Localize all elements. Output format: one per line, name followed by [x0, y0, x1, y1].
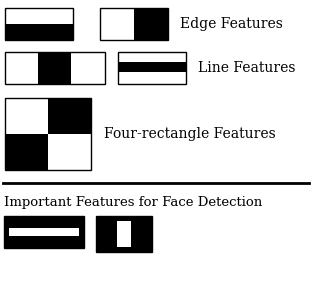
Bar: [48, 98, 91, 134]
Bar: [5, 52, 105, 84]
Text: Important Features for Face Detection: Important Features for Face Detection: [4, 196, 262, 209]
Text: Four-rectangle Features: Four-rectangle Features: [104, 127, 276, 141]
Text: Line Features: Line Features: [198, 61, 295, 75]
Bar: [5, 24, 73, 40]
Bar: [118, 52, 186, 84]
Text: Edge Features: Edge Features: [180, 17, 283, 31]
Bar: [4, 216, 84, 248]
Bar: [134, 8, 168, 40]
Bar: [5, 98, 91, 170]
Bar: [118, 62, 186, 72]
Bar: [38, 52, 71, 84]
Bar: [9, 228, 79, 236]
Bar: [117, 221, 131, 247]
Bar: [100, 8, 168, 40]
Bar: [96, 216, 152, 252]
Bar: [5, 134, 48, 170]
Bar: [5, 8, 73, 40]
